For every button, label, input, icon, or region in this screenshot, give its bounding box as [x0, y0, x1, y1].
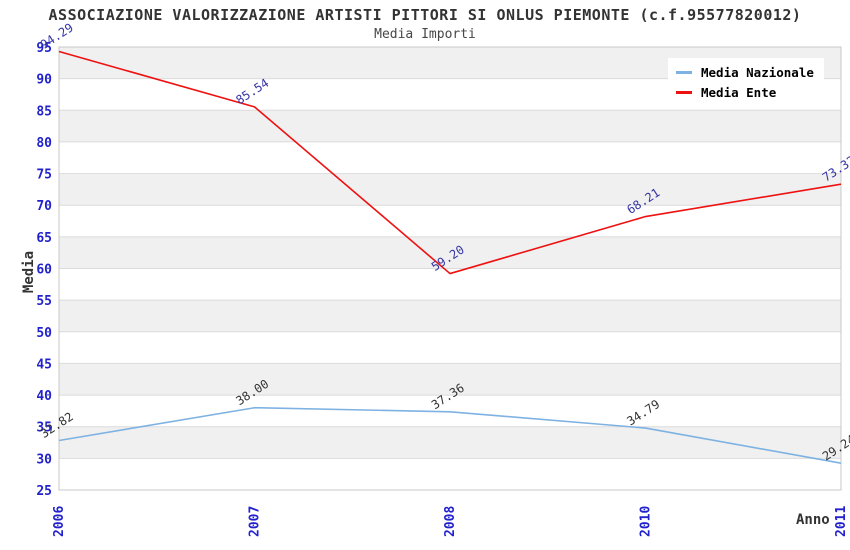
legend-item-media-ente: Media Ente — [676, 85, 814, 100]
plot-band — [59, 331, 841, 364]
chart-title: ASSOCIAZIONE VALORIZZAZIONE ARTISTI PITT… — [48, 6, 802, 24]
legend-item-media-nazionale: Media Nazionale — [676, 65, 814, 80]
x-tick-label: 2010 — [639, 506, 654, 537]
plot-band — [59, 205, 841, 237]
plot-band — [59, 141, 841, 174]
series-line-media-nazionale — [58, 406, 842, 464]
x-tick-label: 2008 — [443, 506, 458, 537]
x-tick-label: 2007 — [248, 506, 263, 537]
y-tick-label: 65 — [36, 231, 52, 246]
x-axis-title: Anno — [796, 512, 830, 528]
plot-band — [59, 173, 841, 206]
legend-label: Media Nazionale — [701, 65, 814, 80]
legend-marker-media-nazionale-icon — [676, 71, 692, 74]
plot-band — [59, 236, 841, 269]
y-tick-label: 90 — [36, 73, 52, 88]
plot-band — [59, 300, 841, 332]
y-tick-label: 35 — [36, 421, 52, 436]
chart-subtitle: Media Importi — [374, 27, 476, 42]
plot-band — [59, 458, 841, 490]
y-tick-label: 55 — [36, 294, 52, 309]
y-tick-label: 45 — [36, 357, 52, 372]
y-tick-label: 70 — [36, 199, 52, 214]
x-tick-label: 2011 — [834, 506, 849, 537]
y-tick-label: 30 — [36, 452, 52, 467]
y-tick-label: 25 — [36, 484, 52, 499]
y-tick-label: 40 — [36, 389, 52, 404]
legend-label: Media Ente — [701, 85, 777, 100]
plot-band — [59, 426, 841, 459]
y-tick-label: 50 — [36, 326, 52, 341]
plot-border — [58, 46, 842, 491]
y-axis-title: Media — [21, 250, 37, 294]
plot-band — [59, 110, 841, 142]
y-tick-label: 75 — [36, 168, 52, 183]
y-tick-label: 85 — [36, 104, 52, 119]
x-tick-label: 2006 — [52, 506, 67, 537]
y-tick-label: 80 — [36, 136, 52, 151]
plot-band — [59, 363, 841, 396]
legend-marker-media-ente-icon — [676, 91, 692, 94]
series-line-media-ente — [58, 50, 842, 275]
y-tick-label: 95 — [36, 41, 52, 56]
y-tick-label: 60 — [36, 263, 52, 278]
plot-band — [59, 395, 841, 427]
legend: Media Nazionale Media Ente — [668, 58, 824, 107]
